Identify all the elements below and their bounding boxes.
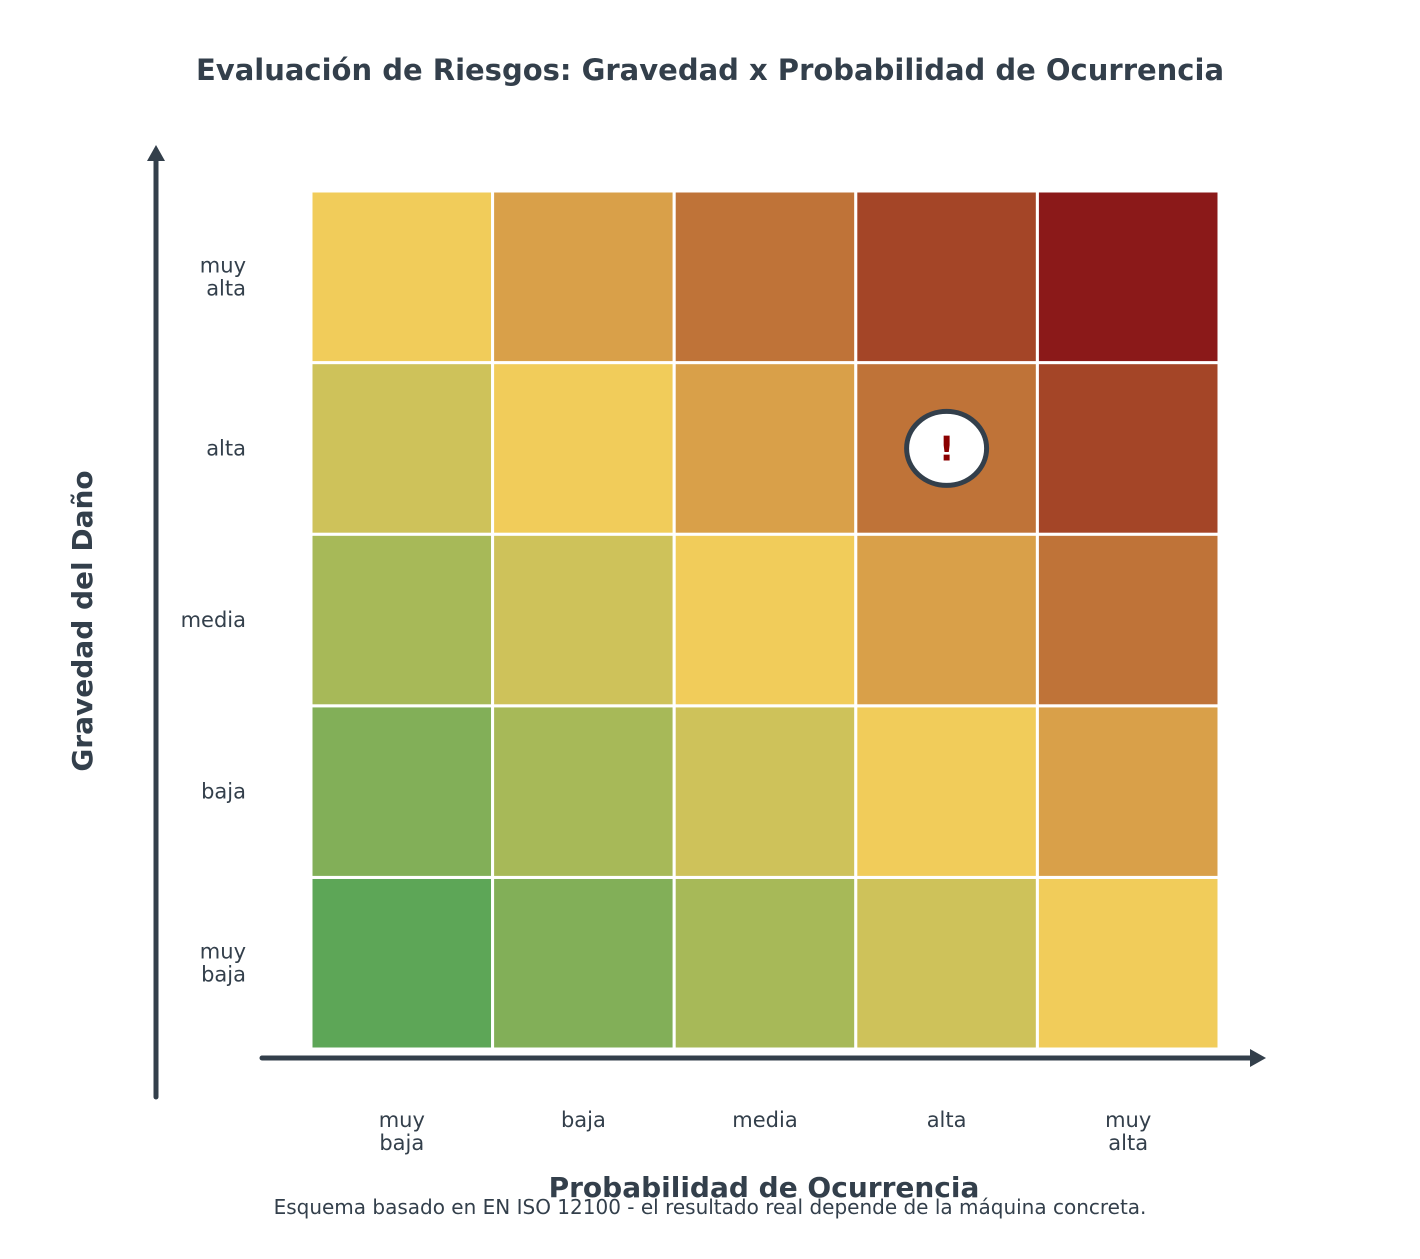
x-tick-label-0: muy baja <box>379 1108 425 1155</box>
chart-title: Evaluación de Riesgos: Gravedad x Probab… <box>196 53 1224 87</box>
heatmap-cell-r2-c2 <box>672 532 858 708</box>
x-axis-arrowhead <box>1250 1049 1266 1067</box>
x-axis <box>259 1049 1266 1067</box>
x-tick-labels: muy baja baja media alta muy alta <box>379 1108 1152 1155</box>
heatmap-cell-r1-c0 <box>309 704 495 879</box>
heatmap-cell-r3-c2 <box>672 361 858 536</box>
heatmap-cell-r1-c1 <box>491 704 676 879</box>
heatmap-cell-r4-c2 <box>672 189 858 365</box>
heatmap-cell-r4-c4 <box>1035 189 1221 365</box>
heatmap-cell-r0-c0 <box>309 875 495 1051</box>
heatmap-cell-r0-c2 <box>672 875 858 1051</box>
x-axis-title: Probabilidad de Ocurrencia <box>549 1171 980 1204</box>
footnote: Esquema basado en EN ISO 12100 - el resu… <box>274 1195 1147 1219</box>
x-tick-label-1: baja <box>561 1108 606 1132</box>
x-tick-label-4: muy alta <box>1105 1108 1151 1155</box>
x-tick-label-3: alta <box>927 1108 967 1132</box>
y-axis <box>147 145 165 1100</box>
heatmap-cell-r4-c1 <box>491 189 676 365</box>
heatmap-cell-r3-c0 <box>309 361 495 536</box>
y-tick-label-1: baja <box>201 780 246 804</box>
heatmap-cell-r1-c3 <box>854 704 1039 879</box>
heatmap-cell-r1-c2 <box>672 704 858 879</box>
heatmap-cell-r3-c1 <box>491 361 676 536</box>
heatmap-cell-r3-c4 <box>1035 361 1221 536</box>
heatmap-cell-r4-c0 <box>309 189 495 365</box>
heatmap-cells <box>309 189 1221 1051</box>
heatmap-cell-r1-c4 <box>1035 704 1221 879</box>
risk-marker: ! <box>904 408 990 488</box>
y-axis-title: Gravedad del Daño <box>66 470 99 771</box>
heatmap-cell-r2-c0 <box>309 532 495 708</box>
y-tick-label-2: media <box>181 608 246 632</box>
heatmap-cell-r0-c4 <box>1035 875 1221 1051</box>
heatmap-cell-r2-c1 <box>491 532 676 708</box>
risk-marker-symbol: ! <box>939 429 955 469</box>
y-tick-label-4: muy alta <box>200 253 246 300</box>
heatmap-cell-r0-c3 <box>854 875 1039 1051</box>
y-tick-labels: muy baja baja media alta muy alta <box>181 253 246 986</box>
heatmap-cell-r2-c4 <box>1035 532 1221 708</box>
heatmap-cell-r2-c3 <box>854 532 1039 708</box>
y-tick-label-0: muy baja <box>200 940 246 987</box>
heatmap-cell-r4-c3 <box>854 189 1039 365</box>
y-axis-arrowhead <box>147 145 165 161</box>
heatmap-cell-r0-c1 <box>491 875 676 1051</box>
risk-marker-circle <box>904 408 990 488</box>
x-tick-label-2: media <box>732 1108 797 1132</box>
y-tick-label-3: alta <box>206 436 246 460</box>
